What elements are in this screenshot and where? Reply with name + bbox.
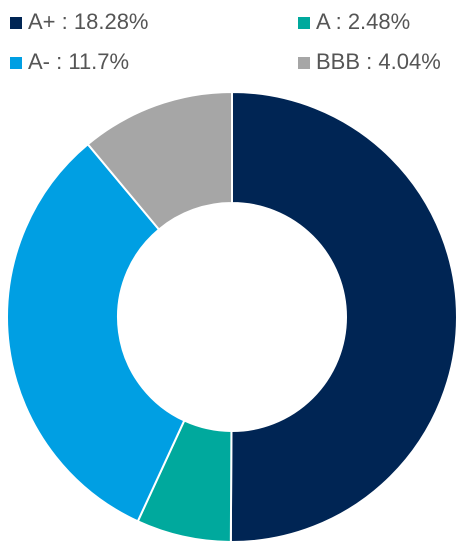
legend-separator: :: [360, 49, 378, 74]
donut-slice: [86, 90, 233, 231]
legend-label: BBB : 4.04%: [316, 49, 441, 74]
legend-separator: :: [50, 49, 68, 74]
legend-item: BBB : 4.04%: [298, 49, 441, 74]
legend-value: 18.28%: [74, 9, 149, 34]
donut-slice: [6, 142, 186, 523]
legend-separator: :: [329, 9, 347, 34]
legend-swatch: [298, 17, 310, 29]
legend-label: A+ : 18.28%: [28, 9, 149, 34]
legend-name: BBB: [316, 49, 360, 74]
donut-slice: [229, 90, 458, 542]
legend-value: 2.48%: [348, 9, 410, 34]
legend-item: A- : 11.7%: [10, 49, 129, 74]
legend-swatch: [298, 57, 310, 69]
legend-item: A : 2.48%: [298, 9, 410, 34]
legend-name: A-: [28, 49, 50, 74]
legend-swatch: [10, 57, 22, 69]
legend-name: A+: [28, 9, 56, 34]
legend-value: 11.7%: [68, 49, 129, 74]
legend-item: A+ : 18.28%: [10, 9, 149, 34]
legend-separator: :: [56, 9, 74, 34]
legend-label: A : 2.48%: [316, 9, 410, 34]
legend-name: A: [316, 9, 331, 34]
legend-swatch: [10, 17, 22, 29]
legend-value: 4.04%: [378, 49, 440, 74]
legend-label: A- : 11.7%: [28, 49, 129, 74]
